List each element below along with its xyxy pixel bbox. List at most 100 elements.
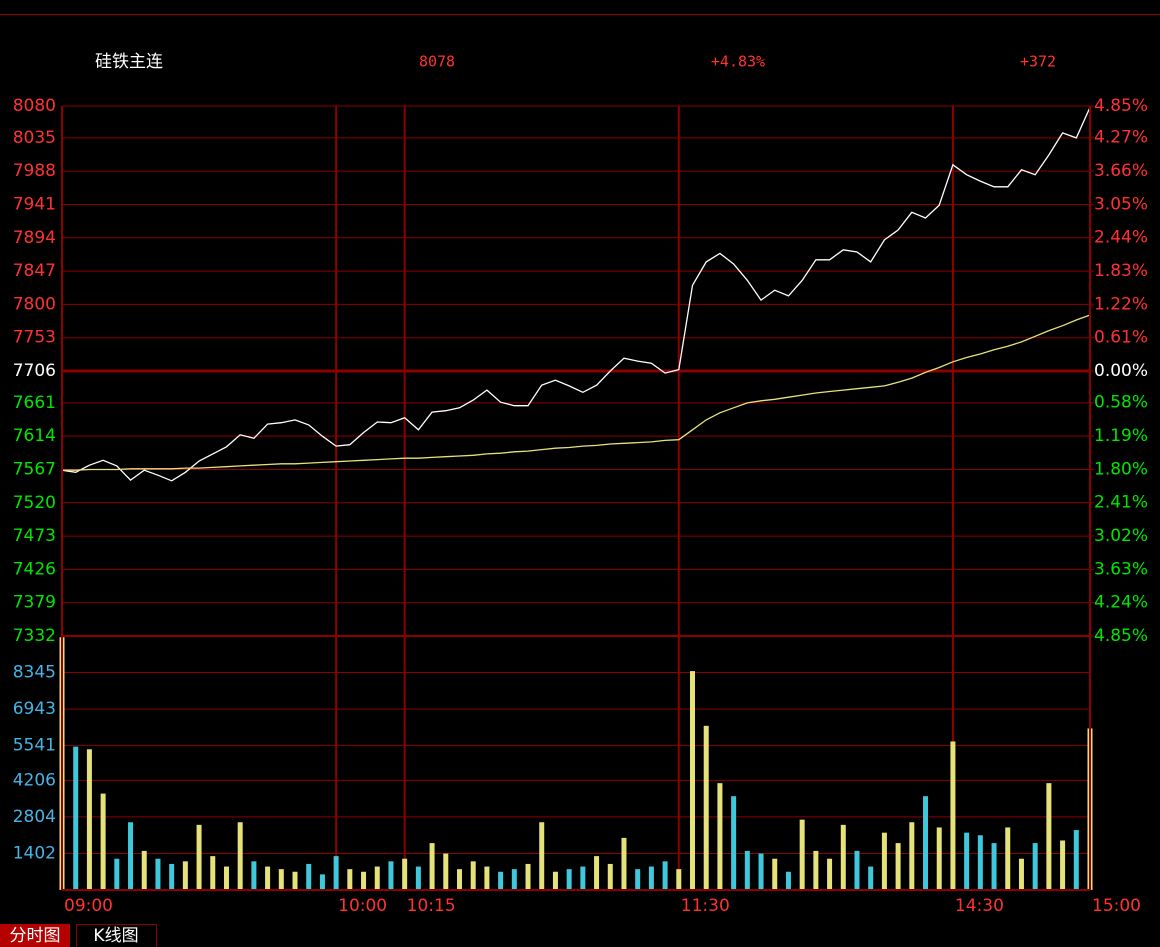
volume-bar: [155, 858, 161, 890]
y2-tick-label: 4.85%: [1094, 96, 1148, 116]
volume-bar: [73, 746, 79, 890]
volume-bar: [100, 793, 106, 890]
volume-bar: [648, 866, 654, 890]
y2-tick-label: 2.41%: [1094, 493, 1148, 513]
volume-bar: [566, 869, 572, 890]
volume-bar: [511, 869, 517, 890]
volume-bar: [361, 871, 367, 890]
volume-bar: [909, 822, 915, 890]
volume-bar: [456, 869, 462, 890]
volume-bar: [840, 824, 846, 890]
y2-tick-label: 0.00%: [1094, 361, 1148, 381]
x-tick-label: 10:00: [338, 896, 387, 916]
volume-bar: [141, 850, 147, 890]
y-tick-label: 8080: [13, 96, 56, 116]
y-tick-label: 8345: [13, 663, 56, 683]
volume-bar: [182, 861, 188, 890]
x-tick-label: 14:30: [955, 896, 1004, 916]
x-tick-label: 10:15: [407, 896, 456, 916]
volume-bar: [292, 871, 298, 890]
volume-bar: [374, 866, 380, 890]
volume-bar: [936, 827, 942, 890]
average-line: [62, 314, 1091, 471]
volume-bar: [443, 853, 449, 890]
volume-bar: [484, 866, 490, 890]
volume-bar: [744, 850, 750, 890]
y2-tick-label: 0.61%: [1094, 328, 1148, 348]
x-tick-label: 15:00: [1092, 896, 1141, 916]
volume-bar: [333, 856, 339, 890]
tab-label[interactable]: K线图: [93, 926, 138, 946]
volume-bar: [662, 861, 668, 890]
y-tick-label: 7473: [13, 526, 56, 546]
volume-bar: [278, 869, 284, 890]
volume-bar: [265, 866, 271, 890]
tab-active[interactable]: [0, 924, 70, 947]
volume-bar: [347, 869, 353, 890]
y2-tick-label: 3.02%: [1094, 526, 1148, 546]
volume-bar: [470, 861, 476, 890]
y2-tick-label: 1.83%: [1094, 261, 1148, 281]
volume-bar: [785, 871, 791, 890]
symbol: 硅铁主连: [95, 52, 163, 72]
volume-bar: [635, 869, 641, 890]
volume-bar: [1046, 783, 1052, 890]
volume-bar: [210, 856, 216, 890]
y-tick-label: 4206: [13, 770, 56, 790]
volume-bar: [690, 671, 696, 890]
y2-tick-label: 4.24%: [1094, 593, 1148, 613]
volume-bar: [539, 822, 545, 890]
volume-bar: [991, 843, 997, 890]
y-tick-label: 6943: [13, 699, 56, 719]
y2-tick-label: 1.22%: [1094, 294, 1148, 314]
volume-bar: [923, 796, 929, 890]
volume-bar: [1005, 827, 1011, 890]
y2-tick-label: 4.27%: [1094, 128, 1148, 148]
volume-bar: [1032, 843, 1038, 890]
last-price: 8078: [419, 53, 455, 71]
y-tick-label: 7520: [13, 493, 56, 513]
y2-tick-label: 2.44%: [1094, 228, 1148, 248]
y-tick-label: 7847: [13, 261, 56, 281]
y-tick-label: 7894: [13, 228, 56, 248]
tab[interactable]: [76, 924, 157, 947]
change: +372: [1020, 53, 1056, 71]
tab-label[interactable]: 分时图: [10, 926, 61, 946]
volume-bar: [388, 861, 394, 890]
volume-bar: [169, 863, 175, 890]
y-tick-label: 5541: [13, 736, 56, 756]
change-percent: +4.83%: [711, 53, 765, 71]
y-tick-label: 7988: [13, 161, 56, 181]
volume-bar: [731, 796, 737, 890]
volume-bar: [676, 869, 682, 890]
volume-bar: [1060, 840, 1066, 890]
volume-bar: [854, 850, 860, 890]
y2-tick-label: 1.80%: [1094, 459, 1148, 479]
volume-bar: [594, 856, 600, 890]
volume-bar: [114, 858, 120, 890]
volume-bar: [950, 741, 956, 890]
y2-tick-label: 3.05%: [1094, 194, 1148, 214]
y-tick-label: 7567: [13, 459, 56, 479]
volume-bar: [196, 824, 202, 890]
y-tick-label: 7379: [13, 593, 56, 613]
y-tick-label: 7706: [13, 361, 56, 381]
y-tick-label: 7753: [13, 328, 56, 348]
volume-bar: [1018, 858, 1024, 890]
volume-bar: [319, 874, 325, 890]
volume-bar: [717, 783, 723, 890]
volume-bar: [415, 866, 421, 890]
volume-bar: [251, 861, 257, 890]
volume-bar: [881, 832, 887, 890]
volume-bar: [306, 863, 312, 890]
x-tick-label: 11:30: [681, 896, 730, 916]
volume-bar: [772, 858, 778, 890]
volume-bar: [964, 832, 970, 890]
volume-bar: [827, 858, 833, 890]
y2-tick-label: 1.19%: [1094, 426, 1148, 446]
volume-bar: [813, 850, 819, 890]
y-tick-label: 7661: [13, 393, 56, 413]
